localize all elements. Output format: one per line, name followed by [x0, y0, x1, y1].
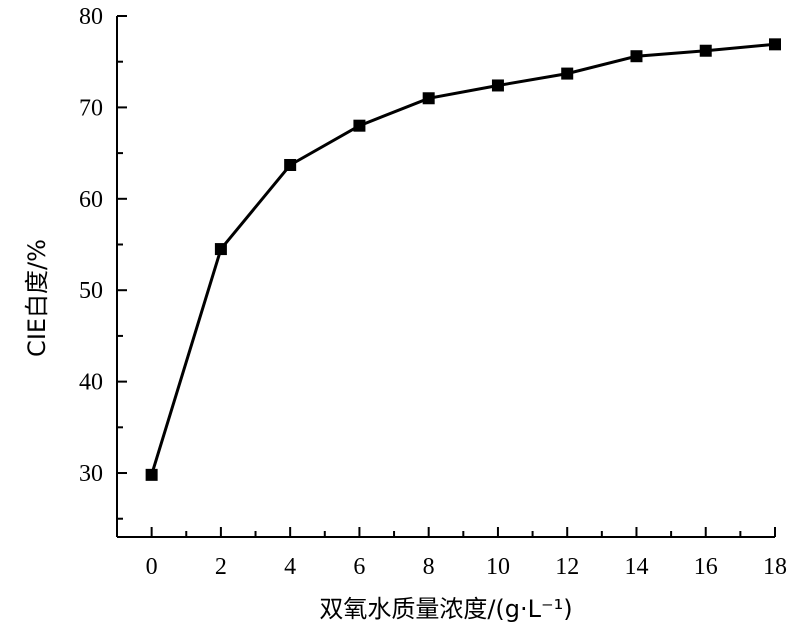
y-tick-label: 30	[79, 461, 103, 487]
data-point-marker	[353, 119, 366, 132]
x-tick-label: 12	[555, 554, 579, 580]
series-line	[150, 42, 776, 476]
y-tick-label: 40	[79, 370, 103, 396]
data-point-marker	[284, 158, 297, 171]
x-tick-label: 8	[423, 554, 435, 580]
data-point-marker	[699, 44, 712, 57]
y-axis-title: CIE白度/%	[23, 239, 51, 357]
x-tick-label: 16	[694, 554, 718, 580]
x-tick-label: 18	[763, 554, 787, 580]
data-point-marker	[561, 67, 574, 80]
y-tick-label: 70	[79, 95, 103, 121]
x-tick-label: 2	[215, 554, 227, 580]
y-tick-label: 80	[79, 4, 103, 30]
x-tick-label: 4	[284, 554, 296, 580]
x-axis-title: 双氧水质量浓度/(g·L⁻¹)	[319, 595, 572, 623]
data-point-marker	[214, 243, 227, 256]
axes	[116, 16, 775, 538]
data-point-marker	[422, 92, 435, 105]
data-point-marker	[491, 79, 504, 92]
x-tick-label: 0	[146, 554, 158, 580]
y-tick-label: 50	[79, 278, 103, 304]
x-tick-label: 14	[624, 554, 648, 580]
x-tick-label: 10	[486, 554, 510, 580]
ticks: 0 2 4 6 8 10 12 14 16 18 30 40 50 60 70 80	[79, 4, 787, 580]
y-tick-label: 60	[79, 187, 103, 213]
series	[145, 38, 781, 481]
data-point-marker	[630, 50, 643, 63]
data-point-marker	[145, 468, 158, 481]
data-point-marker	[769, 38, 781, 51]
x-tick-label: 6	[353, 554, 365, 580]
